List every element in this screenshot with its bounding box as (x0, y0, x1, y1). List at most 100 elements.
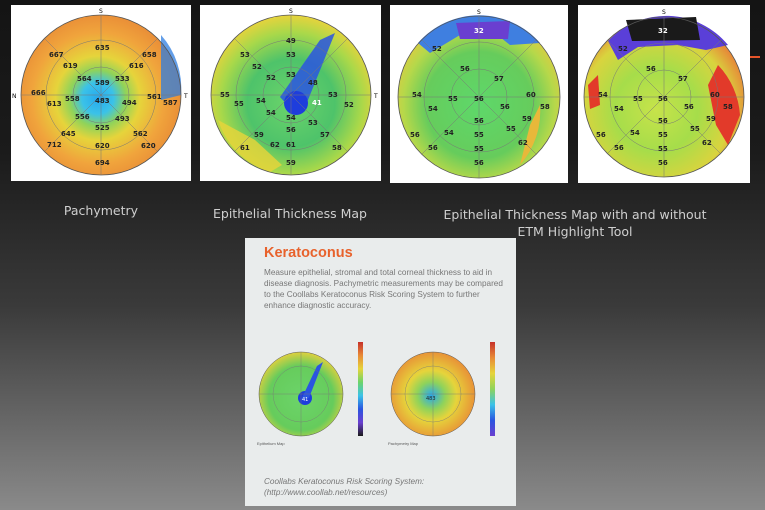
etm-value: 32 (658, 27, 668, 35)
footnote-line2: (http://www.coollab.net/resources) (264, 488, 388, 497)
pachy-value: 533 (115, 75, 130, 83)
pachy-value: 562 (133, 130, 148, 138)
pachy-value: 587 (163, 99, 178, 107)
pachymetry-map-panel: S N T 635 658 667 619 616 564 533 666 55… (11, 5, 191, 181)
epi-value: 55 (220, 91, 230, 99)
etm-value: 54 (598, 91, 608, 99)
etm-value: 55 (658, 145, 668, 153)
etm-value: 62 (518, 139, 528, 147)
epithelium-map-label: Epithelium Map (257, 441, 285, 446)
epi-value: 52 (252, 63, 262, 71)
map-label-t: T (183, 93, 188, 100)
mini-pachy-value: 483 (426, 396, 436, 402)
pachy-value: 525 (95, 124, 110, 132)
etm-value: 56 (596, 131, 606, 139)
etm-value: 57 (494, 75, 504, 83)
epithelium-color-scale (358, 342, 363, 436)
epi-value: 54 (286, 114, 296, 122)
pachy-value: 483 (95, 97, 110, 105)
map-label-s: S (289, 8, 293, 15)
epi-value: 58 (332, 144, 342, 152)
etm-value: 60 (710, 91, 720, 99)
etm-value: 56 (460, 65, 470, 73)
epi-value: 55 (234, 100, 244, 108)
epi-value: 48 (308, 79, 318, 87)
epi-value: 57 (320, 131, 330, 139)
etm-value: 55 (658, 131, 668, 139)
etm-value: 56 (684, 103, 694, 111)
etm-value: 55 (633, 95, 643, 103)
pachy-value: 619 (63, 62, 78, 70)
caption-epithelial: Epithelial Thickness Map (212, 206, 367, 221)
epi-value: 59 (286, 159, 296, 167)
caption-etm-line1: Epithelial Thickness Map with and withou… (443, 207, 707, 222)
etm-value: 56 (646, 65, 656, 73)
mini-pachymetry-map: 483 (390, 351, 476, 437)
card-footnote: Coollabs Keratoconus Risk Scoring System… (264, 476, 509, 498)
etm-value: 62 (702, 139, 712, 147)
etm-value: 55 (474, 145, 484, 153)
etm-value: 59 (522, 115, 532, 123)
etm-value: 54 (428, 105, 438, 113)
pachy-value: 694 (95, 159, 110, 167)
etm-value: 55 (448, 95, 458, 103)
pachy-value: 658 (142, 51, 157, 59)
highlight-marker (750, 56, 760, 58)
epi-value: 62 (270, 141, 280, 149)
pachy-value: 589 (95, 79, 110, 87)
etm-value: 56 (658, 117, 668, 125)
pachy-value: 712 (47, 141, 62, 149)
etm-value: 56 (500, 103, 510, 111)
map-label-s: S (99, 8, 103, 15)
pachymetry-color-scale (490, 342, 495, 436)
etm-value: 56 (410, 131, 420, 139)
pachymetry-map-label: Pachymetry Map (388, 441, 419, 446)
etm-value: 32 (474, 27, 484, 35)
card-title: Keratoconus (264, 245, 353, 261)
pachy-value: 667 (49, 51, 64, 59)
footnote-line1: Coollabs Keratoconus Risk Scoring System… (264, 477, 425, 486)
epi-value: 53 (286, 51, 296, 59)
pachy-value: 493 (115, 115, 130, 123)
epi-value: 59 (254, 131, 264, 139)
caption-pachymetry: Pachymetry (63, 203, 139, 218)
etm-value: 54 (444, 129, 454, 137)
epi-value: 61 (240, 144, 250, 152)
etm-value: 59 (706, 115, 716, 123)
pachy-value: 620 (141, 142, 156, 150)
epi-value: 53 (240, 51, 250, 59)
pachy-value: 494 (122, 99, 137, 107)
etm-value: 54 (614, 105, 624, 113)
etm-value: 56 (614, 144, 624, 152)
card-description: Measure epithelial, stromal and total co… (264, 268, 503, 310)
map-label-t: T (373, 93, 378, 100)
etm-value: 55 (690, 125, 700, 133)
etm-value: 55 (506, 125, 516, 133)
pachy-value: 613 (47, 100, 62, 108)
etm-value: 56 (474, 117, 484, 125)
etm-value: 56 (474, 95, 484, 103)
pachy-value: 616 (129, 62, 144, 70)
etm-value: 52 (618, 45, 628, 53)
pachy-value: 564 (77, 75, 92, 83)
epi-value: 61 (286, 141, 296, 149)
epi-value: 54 (256, 97, 266, 105)
mini-epithelium-map: 41 (258, 351, 344, 437)
epi-value: 41 (312, 99, 322, 107)
pachy-value: 666 (31, 89, 46, 97)
etm-value: 54 (630, 129, 640, 137)
epithelial-map: S T 49 53 53 52 52 53 55 54 41 53 52 55 … (210, 8, 378, 176)
epi-value: 53 (328, 91, 338, 99)
etm-value: 52 (432, 45, 442, 53)
pachy-value: 561 (147, 93, 162, 101)
etm-value: 58 (723, 103, 733, 111)
epi-value: 52 (266, 74, 276, 82)
pachy-value: 558 (65, 95, 80, 103)
etm-value: 54 (412, 91, 422, 99)
epithelial-map-panel: S T 49 53 53 52 52 53 55 54 41 53 52 55 … (200, 5, 381, 181)
map-label-n: N (12, 93, 17, 100)
mini-epi-value: 41 (302, 397, 308, 403)
map-label-s: S (662, 9, 666, 16)
epi-value: 52 (344, 101, 354, 109)
pachymetry-map: S N T 635 658 667 619 616 564 533 666 55… (12, 8, 188, 176)
